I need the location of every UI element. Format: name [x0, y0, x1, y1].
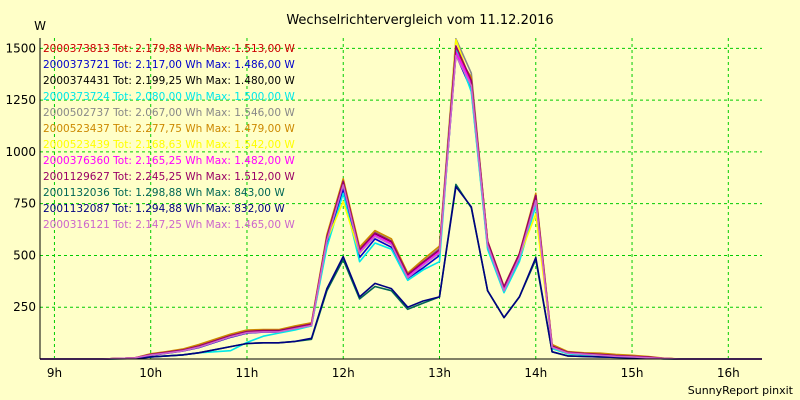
y-tick-label: 1000	[5, 145, 36, 159]
x-tick-label: 11h	[236, 366, 259, 380]
series-line-12	[40, 54, 762, 360]
y-tick-label: 500	[13, 248, 36, 262]
legend-entry: 2000374431 Tot: 2.199,25 Wh Max: 1.480,0…	[43, 75, 295, 87]
legend-entry: 2001132087 Tot: 1.294,88 Wh Max: 832,00 …	[43, 203, 285, 215]
x-tick-label: 12h	[332, 366, 355, 380]
legend-entry: 2000523439 Tot: 2.168,63 Wh Max: 1.542,0…	[43, 139, 295, 151]
series-line-9	[40, 45, 762, 360]
legend-entry: 2000376360 Tot: 2.165,25 Wh Max: 1.482,0…	[43, 155, 295, 167]
y-axis-unit-label: W	[34, 19, 46, 33]
legend-entry: 2000373724 Tot: 2.080,00 Wh Max: 1.500,0…	[43, 91, 295, 103]
legend-entry: 2000373813 Tot: 2.179,88 Wh Max: 1.513,0…	[43, 43, 295, 55]
y-tick-label: 1250	[5, 93, 36, 107]
y-tick-label: 250	[13, 300, 36, 314]
y-tick-label: 1500	[5, 41, 36, 55]
plot-area	[40, 38, 762, 359]
legend-entry: 2001129627 Tot: 2.245,25 Wh Max: 1.512,0…	[43, 171, 295, 183]
footer-credit: SunnyReport pinxit	[688, 384, 794, 397]
tick-label-layer: 250 500 750 1000 1250 1500 9h 10h 11h 12h 13h 14h 15…	[5, 41, 739, 380]
legend-entry: 2000316121 Tot: 2.147,25 Wh Max: 1.465,0…	[43, 219, 295, 231]
legend-entry: 2000373721 Tot: 2.117,00 Wh Max: 1.486,0…	[43, 59, 295, 71]
y-tick-label: 750	[13, 197, 36, 211]
x-tick-label: 13h	[428, 366, 451, 380]
x-tick-label: 10h	[139, 366, 162, 380]
legend-entry: 2000523437 Tot: 2.277,75 Wh Max: 1.479,0…	[43, 123, 295, 135]
x-tick-label: 9h	[47, 366, 62, 380]
legend-entry: 2001132036 Tot: 1.298,88 Wh Max: 843,00 …	[43, 187, 285, 199]
axis-layer	[39, 38, 762, 360]
grid-layer	[40, 38, 762, 359]
legend-entry: 2000502737 Tot: 2.067,00 Wh Max: 1.546,0…	[43, 107, 295, 119]
series-line-11	[40, 185, 762, 360]
x-tick-label: 15h	[621, 366, 644, 380]
legend: 2000373813 Tot: 2.179,88 Wh Max: 1.513,0…	[43, 43, 295, 231]
series-layer	[40, 37, 762, 360]
x-tick-label: 16h	[717, 366, 740, 380]
chart-title: Wechselrichtervergleich vom 11.12.2016	[286, 13, 553, 28]
x-tick-label: 14h	[524, 366, 547, 380]
